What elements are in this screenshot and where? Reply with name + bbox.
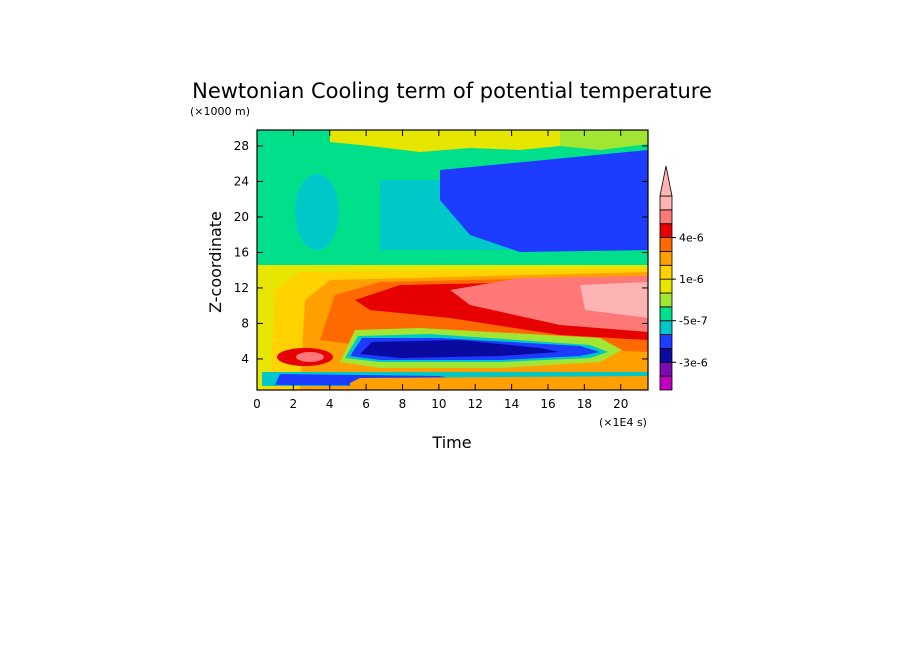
colorbar-swatch-10 [659,237,673,252]
y-tick-label: 20 [234,210,249,224]
x-tick-label: 14 [504,397,519,411]
y-axis-label: Z-coordinate [206,211,225,313]
x-axis-label: Time [431,433,471,452]
colorbar-swatch-3 [659,334,673,349]
colorbar-swatch-12 [659,209,673,225]
colorbar-swatch-4 [659,320,673,335]
x-tick-label: 0 [253,397,261,411]
colorbar-label: 4e-6 [679,232,704,245]
y-tick-label: 16 [234,245,249,259]
y-tick-label: 28 [234,139,249,153]
chart-title: Newtonian Cooling term of potential temp… [192,79,712,103]
x-tick-label: 18 [577,397,592,411]
x-unit-label: (×1E4 s) [599,416,647,429]
region-upper-blue [440,150,648,252]
colorbar-swatch-7 [659,278,673,294]
region-cyan-blob [295,174,339,250]
colorbar-extend-arrow [659,165,673,197]
region-mid-navy [360,340,560,358]
x-tick-label: 4 [326,397,334,411]
colorbar-label: -3e-6 [679,356,708,369]
x-tick-label: 20 [613,397,628,411]
plot-frame [256,129,649,391]
colorbar-swatch-13 [659,195,673,211]
colorbar-label: -5e-7 [679,315,708,328]
colorbar-swatch-11 [659,223,673,238]
region-top-yellow-fringe [330,130,560,152]
colorbar-label: 1e-6 [679,273,704,286]
region-lower-light-pink [580,282,648,318]
y-tick-label: 12 [234,281,249,295]
colorbar: 4e-6 1e-6 -5e-7 -3e-6 [659,165,708,391]
x-tick-label: 6 [362,397,370,411]
x-axis: 0 2 4 6 8 10 12 14 16 18 20 [253,130,628,411]
y-axis: 4 8 12 16 20 24 28 [234,139,648,366]
y-unit-label: (×1000 m) [190,105,250,118]
colorbar-swatch-2 [659,348,673,363]
y-tick-label: 24 [234,174,249,188]
colorbar-swatch-5 [659,306,673,322]
x-tick-label: 10 [431,397,446,411]
x-tick-label: 8 [399,397,407,411]
colorbar-swatch-8 [659,264,673,280]
x-tick-label: 12 [468,397,483,411]
colorbar-swatch-9 [659,251,673,266]
y-tick-label: 4 [241,352,249,366]
colorbar-swatch-6 [659,292,673,308]
colorbar-swatch-0 [659,375,673,391]
colorbar-swatch-1 [659,361,673,377]
x-tick-label: 2 [290,397,298,411]
x-tick-label: 16 [540,397,555,411]
region-bottom-orange-band [350,376,648,390]
y-tick-label: 8 [241,316,249,330]
region-top-lightgreen-fringe [560,130,648,150]
region-low-pink-blob [296,352,324,362]
plot-area [257,130,648,390]
